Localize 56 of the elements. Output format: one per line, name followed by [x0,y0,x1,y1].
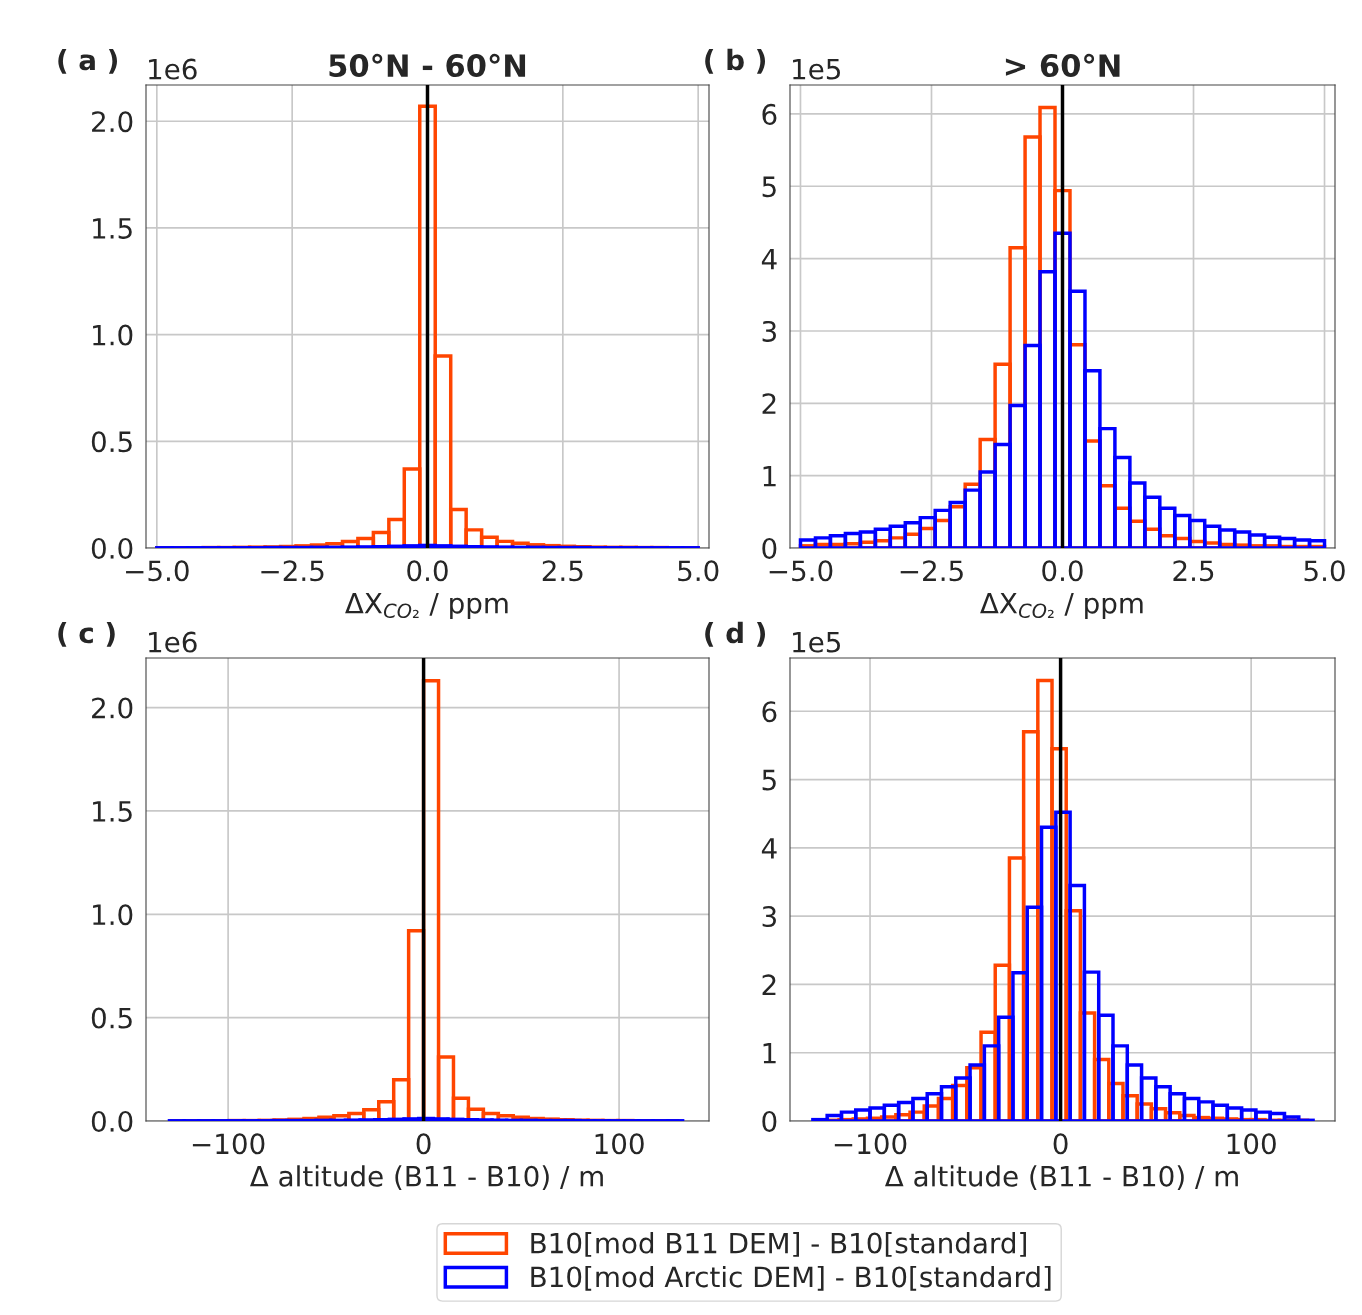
x-tick-label: 5.0 [1304,560,1345,582]
x-axis-title: ΔX$_{CO₂}$ / ppm [345,593,508,620]
x-axis-title: Δ altitude (B11 - B10) / m [249,1165,603,1191]
x-tick-label: 0.0 [1042,560,1083,582]
x-tick-label: 5.0 [678,560,719,582]
y-tick-label: 0.0 [91,537,133,559]
x-tick-label: −100 [834,1133,907,1155]
x-tick-label: 0 [1053,1133,1068,1155]
y-tick-label: 4 [761,248,777,270]
x-tick-label: −5.0 [769,560,833,582]
y-tick-label: 0.5 [91,431,132,453]
legend-label: B10[mod Arctic DEM] - B10[standard] [531,1265,1051,1291]
x-tick-label: 0.0 [407,560,448,582]
y-tick-label: 2.0 [92,697,133,719]
y-tick-label: 1.0 [93,904,133,926]
text: 1e5 [793,58,841,80]
y-tick-label: 5 [762,769,776,791]
y-tick-label: 0.5 [91,1007,132,1029]
legend-label: B10[mod B11 DEM] - B10[standard] [531,1232,1026,1257]
text: ( d ) [705,621,766,647]
x-tick-label: 100 [595,1133,644,1155]
x-tick-label: −2.5 [900,560,963,582]
text: ( a ) [58,48,118,74]
x-tick-label: −100 [192,1133,265,1155]
text: 1e5 [793,631,841,653]
text: 1e6 [149,631,197,653]
y-tick-label: 3 [762,906,776,928]
chart-title: > 60°N [1005,53,1120,78]
y-tick-label: 6 [762,701,777,723]
y-tick-label: 2 [762,393,776,414]
y-tick-label: 5 [762,176,776,198]
x-tick-label: −5.0 [126,560,189,582]
text: ( c ) [58,621,115,647]
y-tick-label: 0.0 [91,1110,133,1132]
y-tick-label: 3 [762,320,776,342]
text: ( b ) [705,48,766,74]
x-tick-label: 100 [1227,1133,1276,1155]
x-axis-title: ΔX$_{CO₂}$ / ppm [980,593,1143,620]
x-tick-label: −2.5 [261,560,324,582]
x-tick-label: 0 [416,1133,431,1155]
chart-title: 50°N - 60°N [329,53,526,78]
x-tick-label: 2.5 [1173,560,1214,582]
y-tick-label: 2.0 [92,111,133,133]
x-tick-label: 2.5 [542,560,583,582]
y-tick-label: 1.5 [93,801,132,822]
y-tick-label: 0 [762,537,777,559]
y-tick-label: 6 [762,103,777,125]
y-tick-label: 1.5 [93,218,132,239]
y-tick-label: 4 [761,838,777,859]
y-tick-label: 0 [762,1110,777,1132]
y-tick-label: 2 [762,974,776,995]
y-tick-label: 1 [763,465,776,487]
y-tick-label: 1 [763,1043,776,1064]
y-tick-label: 1.0 [93,324,133,346]
text: 1e6 [149,58,197,80]
x-axis-title: Δ altitude (B11 - B10) / m [884,1165,1238,1191]
